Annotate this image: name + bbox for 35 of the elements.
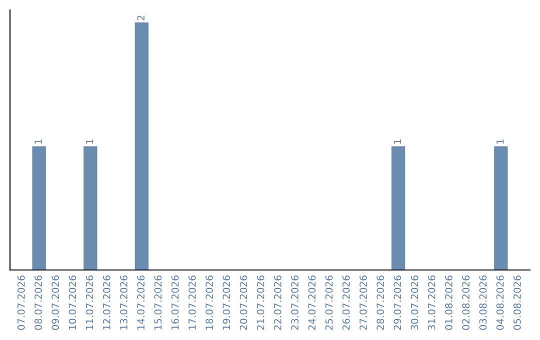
- data-label: 1: [496, 140, 504, 144]
- x-tick-label: 18.07.2026: [206, 275, 213, 330]
- x-tick-label: 07.07.2026: [17, 275, 25, 330]
- x-tick-label: 08.07.2026: [34, 275, 42, 330]
- x-tick-label: 05.08.2026: [513, 275, 521, 330]
- x-tick-label: 11.07.2026: [86, 275, 94, 330]
- data-label: 1: [394, 140, 401, 144]
- x-tick-label: 28.07.2026: [376, 275, 384, 330]
- data-label: 1: [34, 140, 42, 144]
- x-tick-label: 09.07.2026: [52, 275, 60, 330]
- x-tick-label: 01.08.2026: [445, 275, 452, 330]
- x-tick-label: 15.07.2026: [154, 275, 162, 330]
- x-tick-label: 20.07.2026: [240, 275, 248, 330]
- x-tick-label: 17.07.2026: [188, 275, 196, 330]
- x-tick-label: 21.07.2026: [256, 275, 264, 330]
- x-tick-label: 30.07.2026: [410, 275, 418, 330]
- x-tick-label: 31.07.2026: [428, 275, 436, 330]
- x-tick-label: 24.07.2026: [308, 275, 316, 330]
- x-tick-label: 19.07.2026: [222, 275, 230, 330]
- x-tick-label: 02.08.2026: [462, 275, 470, 330]
- x-tick-label: 03.08.2026: [479, 275, 487, 330]
- x-tick-label: 12.07.2026: [102, 275, 110, 330]
- x-tick-label: 29.07.2026: [394, 275, 402, 330]
- x-tick-label: 13.07.2026: [120, 275, 128, 330]
- x-tick-label: 27.07.2026: [360, 275, 367, 330]
- x-tick-label: 16.07.2026: [171, 275, 179, 330]
- x-tick-label: 14.07.2026: [137, 275, 145, 330]
- x-tick-label: 23.07.2026: [291, 275, 298, 330]
- x-tick-label: 26.07.2026: [342, 275, 350, 330]
- data-label: 2: [137, 16, 144, 20]
- x-tick-label: 25.07.2026: [325, 275, 333, 330]
- data-label: 1: [86, 140, 94, 144]
- x-tick-label: 22.07.2026: [274, 275, 282, 330]
- x-tick-label: 04.08.2026: [496, 275, 504, 330]
- x-tick-label: 10.07.2026: [68, 275, 76, 330]
